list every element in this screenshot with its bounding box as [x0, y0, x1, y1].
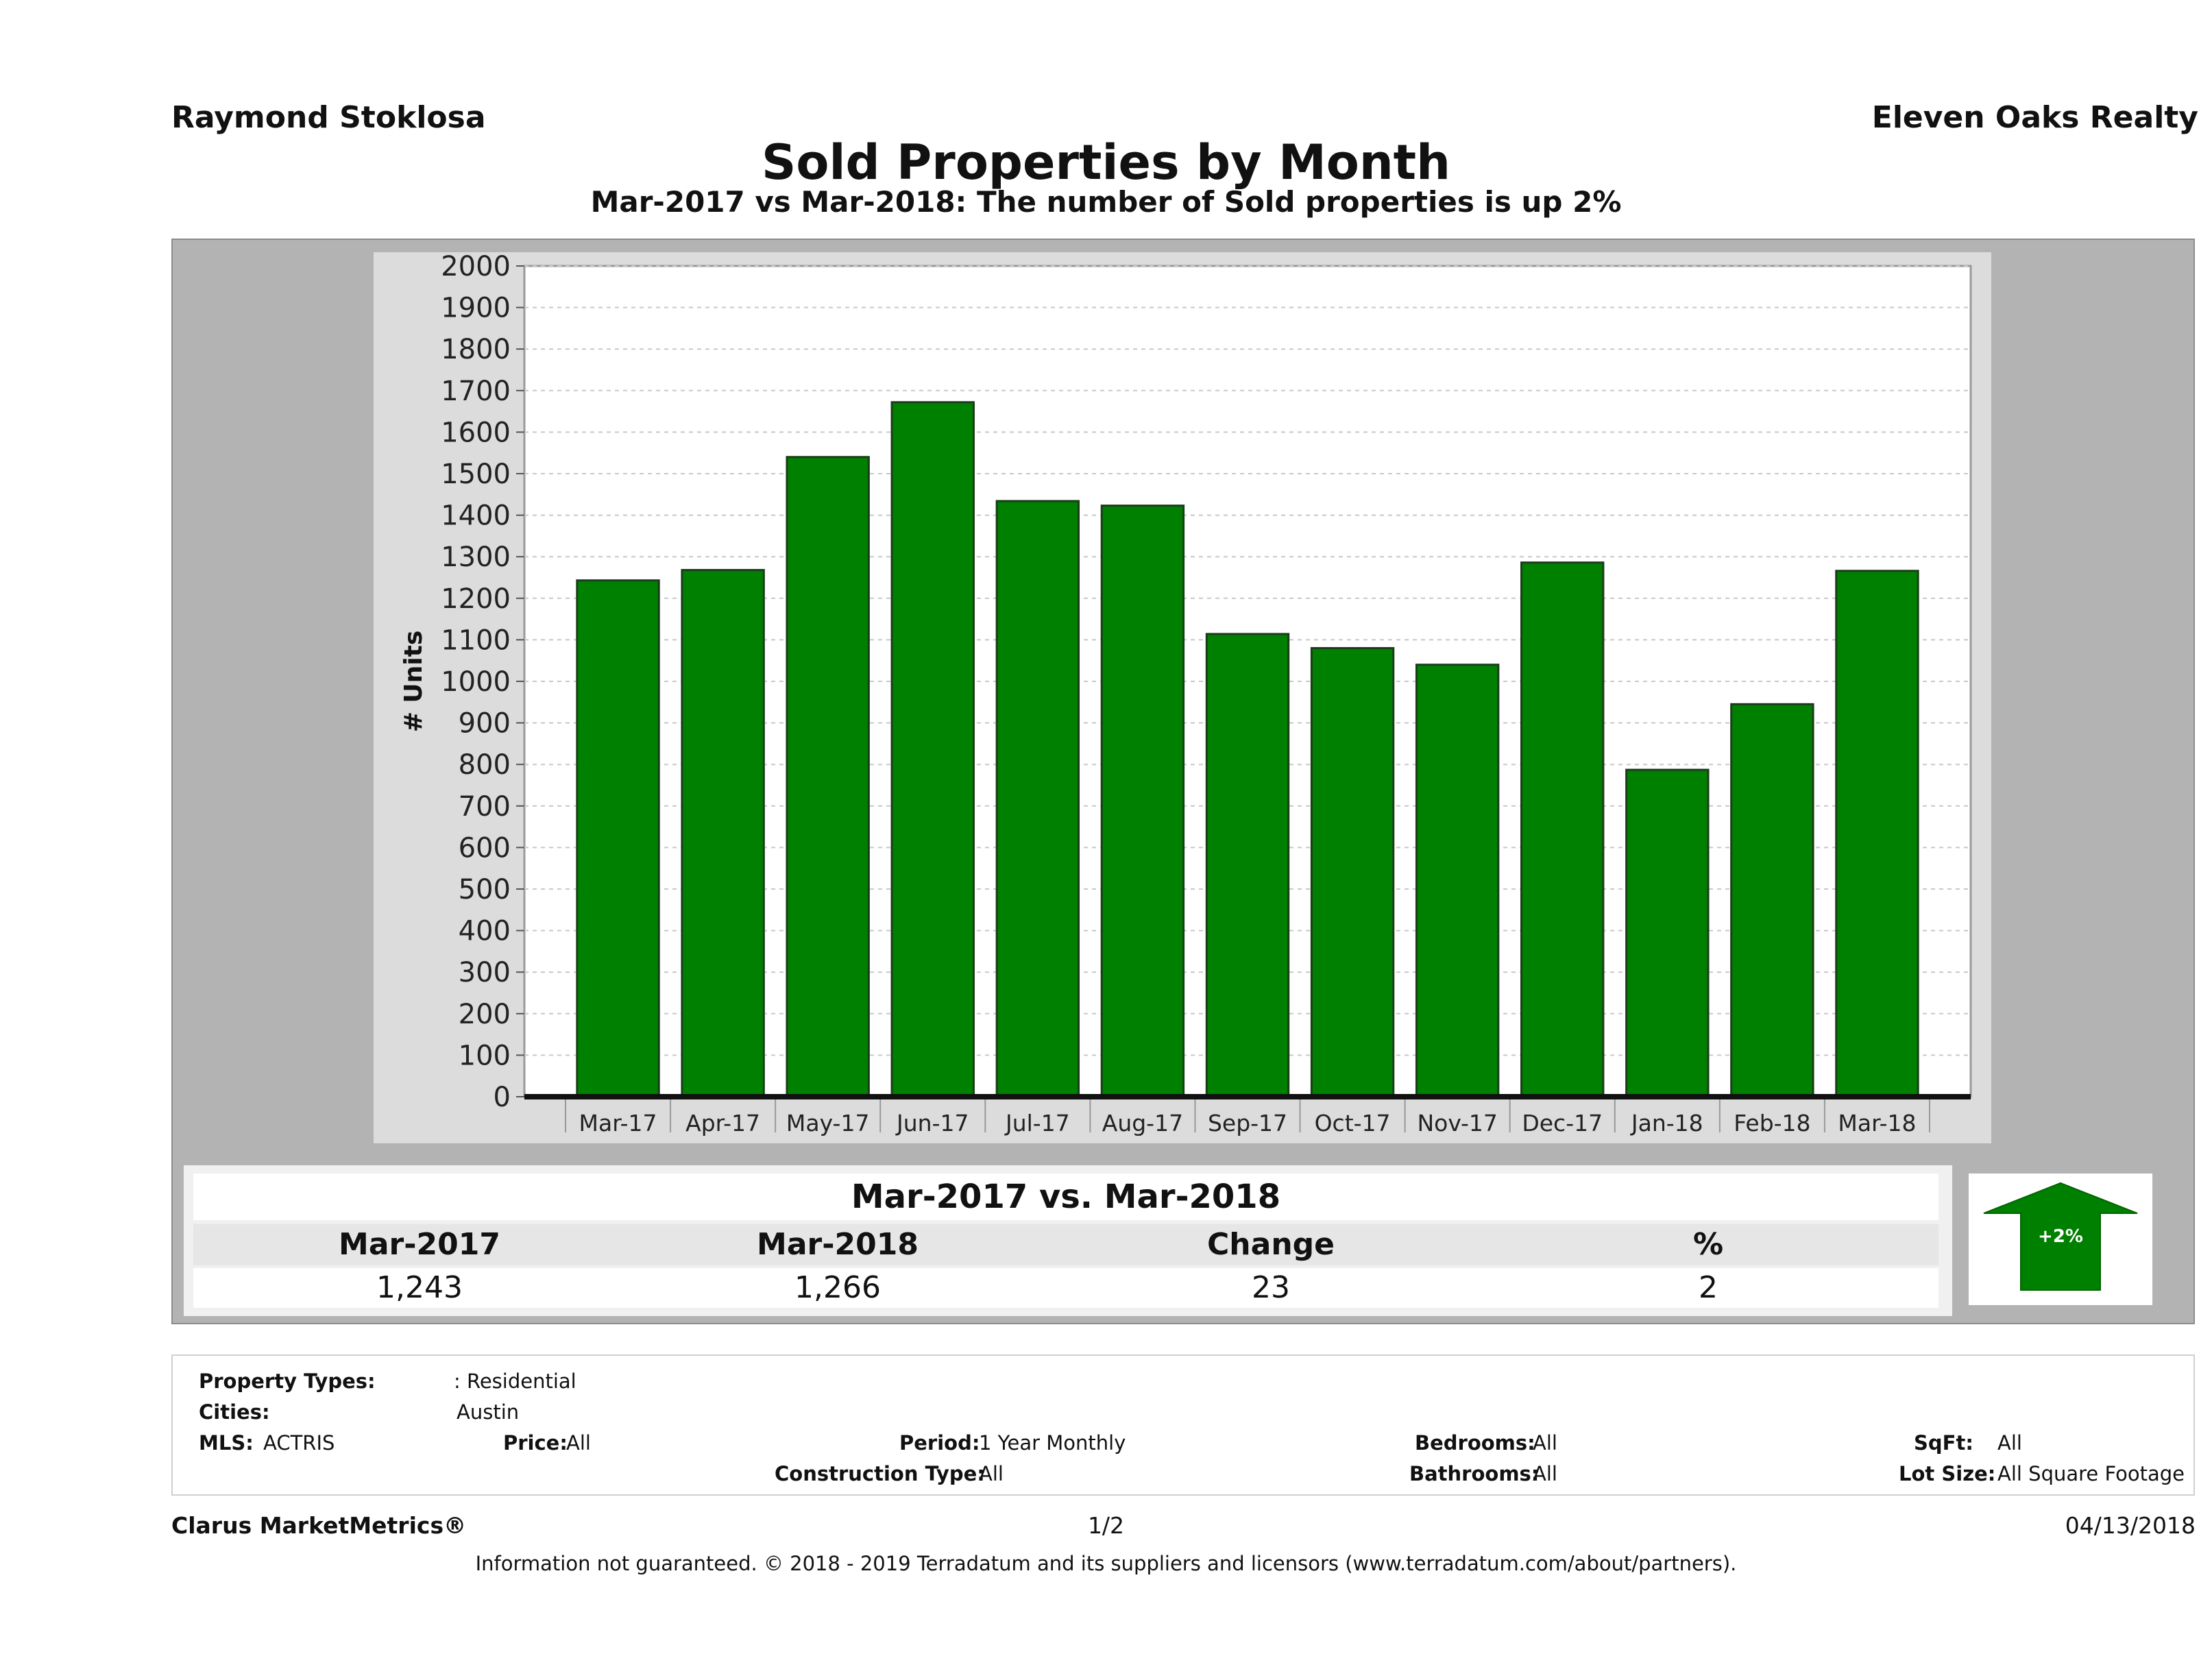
y-tick-label: 1700: [441, 376, 511, 407]
mls-label: MLS:: [199, 1431, 254, 1455]
bar: [1625, 768, 1710, 1098]
bar: [890, 401, 975, 1098]
lot-size-value: All Square Footage: [1997, 1462, 2185, 1485]
x-tick-label: Feb-18: [1734, 1110, 1810, 1136]
y-tick-label: 1600: [441, 417, 511, 448]
report-date: 04/13/2018: [2065, 1512, 2196, 1539]
up-arrow-icon: +2%: [1983, 1182, 2138, 1291]
y-tick-label: 300: [459, 957, 511, 988]
bar: [576, 579, 660, 1098]
bar: [681, 569, 765, 1098]
construction-type-label: Construction Type:: [775, 1462, 985, 1485]
construction-type-value: All: [979, 1462, 1004, 1485]
y-tick-label: 600: [459, 832, 511, 864]
y-tick-label: 800: [459, 749, 511, 781]
page-title: Sold Properties by Month: [762, 134, 1450, 191]
brand-name: Clarus MarketMetrics®: [171, 1512, 467, 1539]
x-tick-label: May-17: [786, 1110, 870, 1136]
comparison-value-cell: 1,266: [794, 1270, 881, 1305]
change-indicator: +2%: [1969, 1174, 2152, 1305]
y-tick-label: 1100: [441, 624, 511, 656]
mls-value: ACTRIS: [263, 1431, 335, 1455]
bar-chart: 0 100 200 300 400 500 600 700 800 900 1000 1100 1200…: [400, 252, 1972, 1136]
bar: [786, 456, 870, 1098]
comparison-title: Mar-2017 vs. Mar-2018: [193, 1174, 1938, 1220]
price-value: All: [566, 1431, 591, 1455]
bathrooms-label: Bathrooms:: [1409, 1462, 1540, 1485]
x-tick-label: Jun-17: [895, 1110, 969, 1136]
x-tick-label: Nov-17: [1417, 1110, 1497, 1136]
agent-name: Raymond Stoklosa: [171, 100, 486, 135]
x-tick-label: Jan-18: [1630, 1110, 1703, 1136]
y-tick-label: 900: [459, 708, 511, 740]
change-badge: +2%: [2038, 1226, 2083, 1247]
y-tick-label: 500: [459, 874, 511, 905]
comparison-value-cell: 1,243: [376, 1270, 463, 1305]
comparison-value-cell: 23: [1252, 1270, 1290, 1305]
comparison-header-cell: Mar-2018: [757, 1227, 919, 1262]
sqft-label: SqFt:: [1914, 1431, 1973, 1455]
bar: [1205, 633, 1290, 1098]
cities-value: Austin: [457, 1400, 520, 1424]
y-tick-label: 1900: [441, 293, 511, 324]
bar: [1100, 504, 1185, 1098]
price-label: Price:: [503, 1431, 568, 1455]
bar: [1520, 561, 1605, 1098]
comparison-header-cell: Change: [1207, 1227, 1335, 1262]
y-tick-label: 1300: [441, 542, 511, 573]
comparison-value-cell: 2: [1699, 1270, 1718, 1305]
y-axis-label: # Units: [400, 631, 428, 733]
x-tick-label: Sep-17: [1208, 1110, 1287, 1136]
y-tick-label: 1200: [441, 583, 511, 615]
y-tick-label: 700: [459, 791, 511, 823]
lot-size-label: Lot Size:: [1899, 1462, 1996, 1485]
y-tick-label: 1400: [441, 500, 511, 532]
comparison-value-row: 1,243 1,266 23 2: [193, 1268, 1938, 1308]
bar: [1310, 647, 1395, 1098]
bathrooms-value: All: [1533, 1462, 1557, 1485]
company-name: Eleven Oaks Realty: [1871, 100, 2198, 135]
y-tick-label: 2000: [441, 252, 511, 282]
period-value: 1 Year Monthly: [979, 1431, 1126, 1455]
property-types-value: : Residential: [454, 1370, 576, 1393]
x-tick-label: Mar-18: [1838, 1110, 1916, 1136]
y-tick-label: 1500: [441, 459, 511, 490]
x-tick-label: Jul-17: [1004, 1110, 1070, 1136]
sqft-value: All: [1997, 1431, 2022, 1455]
y-tick-label: 400: [459, 916, 511, 947]
filter-criteria: Property Types: : Residential Cities: Au…: [171, 1354, 2195, 1496]
bar: [1730, 703, 1814, 1098]
comparison-header-row: Mar-2017 Mar-2018 Change %: [193, 1224, 1938, 1265]
x-tick-label: Apr-17: [685, 1110, 760, 1136]
bar: [1415, 664, 1500, 1098]
period-label: Period:: [899, 1431, 980, 1455]
y-tick-label: 100: [459, 1040, 511, 1071]
bedrooms-value: All: [1533, 1431, 1557, 1455]
property-types-label: Property Types:: [199, 1370, 376, 1393]
bar: [1835, 570, 1919, 1098]
x-tick-label: Mar-17: [579, 1110, 657, 1136]
y-tick-label: 0: [494, 1082, 511, 1113]
x-tick-label: Oct-17: [1315, 1110, 1391, 1136]
page-subtitle: Mar-2017 vs Mar-2018: The number of Sold…: [590, 185, 1622, 219]
bedrooms-label: Bedrooms:: [1415, 1431, 1535, 1455]
y-tick-label: 1800: [441, 334, 511, 365]
page-number: 1/2: [1087, 1512, 1125, 1539]
comparison-header-cell: %: [1692, 1227, 1724, 1262]
cities-label: Cities:: [199, 1400, 270, 1424]
disclaimer: Information not guaranteed. © 2018 - 201…: [475, 1552, 1737, 1575]
x-tick-label: Aug-17: [1102, 1110, 1183, 1136]
comparison-header-cell: Mar-2017: [339, 1227, 500, 1262]
bar: [995, 500, 1080, 1098]
x-tick-label: Dec-17: [1522, 1110, 1603, 1136]
y-tick-label: 200: [459, 999, 511, 1030]
y-tick-label: 1000: [441, 666, 511, 698]
